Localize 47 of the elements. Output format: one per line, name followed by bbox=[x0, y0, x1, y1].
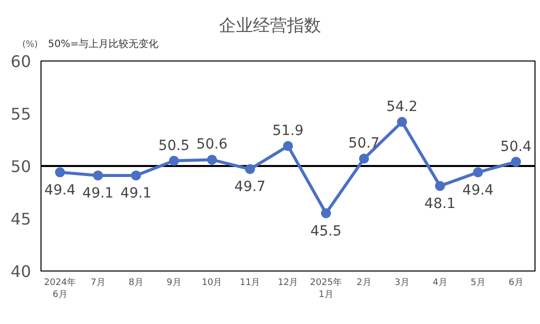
y-tick-label: 45 bbox=[10, 210, 31, 228]
x-tick-label: 7月 bbox=[90, 278, 106, 288]
x-tick-label: 6月 bbox=[508, 278, 524, 288]
x-tick-label: 10月 bbox=[202, 278, 222, 288]
x-tick-label: 4月 bbox=[432, 278, 448, 288]
x-tick-label: 11月 bbox=[240, 278, 260, 288]
y-tick-label: 60 bbox=[10, 52, 31, 71]
point bbox=[397, 116, 407, 127]
x-tick-label: 9月 bbox=[166, 278, 182, 288]
y-tick-label: 55 bbox=[10, 104, 31, 124]
x-tick-label: 8月 bbox=[128, 278, 144, 288]
data-label: 50.7 bbox=[348, 136, 380, 152]
y-axis-title: (%) bbox=[22, 40, 38, 50]
data-label: 49.4 bbox=[44, 182, 76, 198]
data-label: 49.7 bbox=[234, 179, 266, 196]
x-tick-label: 12月 bbox=[278, 278, 298, 288]
data-label: 49.1 bbox=[120, 185, 152, 202]
point bbox=[93, 170, 103, 180]
point bbox=[511, 156, 521, 167]
y-tick-label: 40 bbox=[10, 262, 31, 281]
data-label: 50.4 bbox=[500, 138, 532, 155]
point bbox=[207, 154, 217, 165]
point bbox=[245, 164, 255, 174]
x-tick-label: 2024年 6月 bbox=[44, 277, 76, 300]
point bbox=[169, 156, 179, 166]
data-label: 51.9 bbox=[272, 123, 304, 140]
data-label: 45.5 bbox=[310, 223, 342, 240]
data-label: 50.5 bbox=[158, 138, 190, 154]
point bbox=[473, 167, 483, 178]
x-tick-label: 3月 bbox=[394, 278, 410, 288]
x-tick-label: 5月 bbox=[470, 278, 486, 288]
point bbox=[283, 141, 293, 152]
y-tick-label: 50 bbox=[10, 157, 31, 176]
data-label: 49.1 bbox=[82, 185, 114, 202]
x-tick-label: 2025年 1月 bbox=[310, 277, 342, 300]
chart-subtitle: 50%=与上月比较无变化 bbox=[48, 38, 159, 50]
data-label: 48.1 bbox=[424, 196, 456, 212]
data-label: 50.6 bbox=[196, 136, 228, 153]
point bbox=[435, 180, 445, 191]
point bbox=[359, 154, 369, 164]
chart-title: 企业经营指数 bbox=[219, 16, 321, 36]
point bbox=[321, 208, 331, 218]
x-tick-label: 2月 bbox=[356, 278, 372, 288]
point bbox=[131, 170, 141, 180]
data-label: 49.4 bbox=[462, 182, 494, 198]
point bbox=[55, 167, 65, 178]
data-label: 54.2 bbox=[386, 98, 418, 115]
